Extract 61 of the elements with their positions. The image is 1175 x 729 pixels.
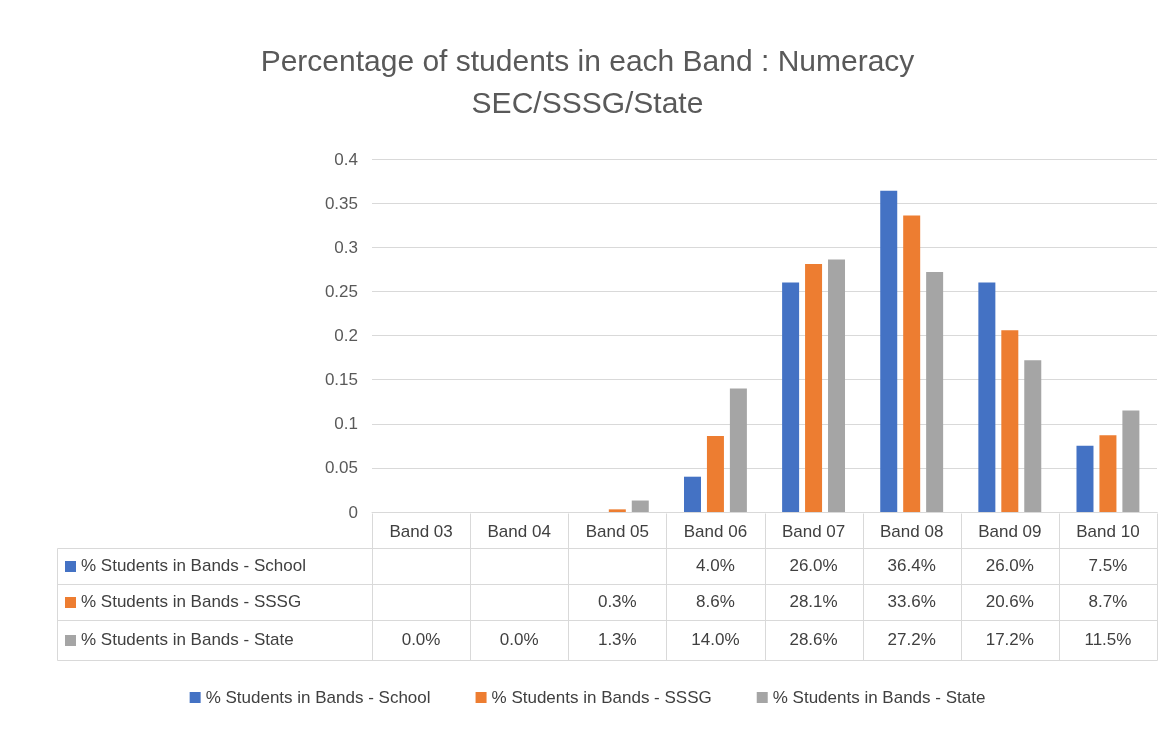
y-tick-label: 0.15 bbox=[324, 370, 358, 390]
bar bbox=[1099, 435, 1117, 512]
data-label: 27.2% bbox=[887, 630, 936, 650]
bar bbox=[608, 509, 626, 512]
bar bbox=[880, 190, 898, 512]
bar bbox=[683, 476, 701, 512]
data-label: 20.6% bbox=[985, 592, 1034, 612]
x-tick-label: Band 07 bbox=[781, 522, 846, 541]
bar bbox=[729, 388, 747, 512]
data-label: 4.0% bbox=[696, 556, 735, 576]
x-tick-label: Band 08 bbox=[880, 522, 944, 541]
x-tick-label: Band 09 bbox=[978, 522, 1042, 541]
x-tick-label: Band 10 bbox=[1076, 522, 1140, 541]
data-label: 0.0% bbox=[499, 630, 539, 650]
data-label: 36.4% bbox=[887, 556, 936, 576]
bar bbox=[1076, 445, 1094, 512]
chart-subtitle: SEC/SSSG/State bbox=[471, 85, 704, 119]
x-tick-label: Band 06 bbox=[683, 522, 748, 541]
data-label: 7.5% bbox=[1088, 556, 1128, 576]
text: % Students in Bands - SSSG bbox=[81, 592, 302, 611]
y-tick-label: 0.25 bbox=[324, 281, 358, 301]
legend-label: % Students in Bands - SSSG bbox=[491, 688, 712, 707]
data-label: 26.0% bbox=[789, 556, 838, 576]
bar bbox=[1122, 410, 1140, 512]
bar bbox=[978, 282, 996, 512]
data-label: 33.6% bbox=[887, 592, 936, 612]
y-tick-label: 0.3 bbox=[334, 237, 358, 257]
data-label: 28.1% bbox=[789, 592, 838, 612]
data-label: 1.3% bbox=[597, 630, 637, 650]
y-tick-label: 0.35 bbox=[324, 193, 358, 213]
y-tick-label: 0.1 bbox=[334, 414, 358, 434]
data-label: 17.2% bbox=[985, 630, 1034, 650]
x-tick-label: Band 03 bbox=[389, 522, 453, 541]
legend-label: % Students in Bands - School bbox=[205, 688, 431, 707]
bar bbox=[631, 500, 649, 512]
data-label: 14.0% bbox=[691, 630, 740, 650]
bar bbox=[828, 259, 846, 512]
bar bbox=[782, 282, 800, 512]
y-tick-label: 0.4 bbox=[334, 149, 358, 169]
chart-title: Percentage of students in each Band : Numeracy bbox=[260, 43, 915, 77]
data-label: 8.7% bbox=[1088, 592, 1128, 612]
data-label: 8.6% bbox=[696, 592, 735, 612]
data-label: 0.3% bbox=[597, 592, 637, 612]
bar bbox=[1001, 330, 1019, 512]
text: % Students in Bands - State bbox=[81, 630, 294, 649]
data-label: 26.0% bbox=[985, 556, 1034, 576]
bar bbox=[805, 264, 823, 512]
bar bbox=[903, 215, 921, 512]
bar bbox=[1024, 360, 1042, 512]
data-label: 11.5% bbox=[1084, 630, 1132, 650]
y-tick-label: 0 bbox=[348, 502, 358, 522]
y-tick-label: 0.05 bbox=[324, 458, 358, 478]
x-tick-label: Band 05 bbox=[585, 522, 649, 541]
data-label: 0.0% bbox=[401, 630, 441, 650]
y-tick-label: 0.2 bbox=[334, 326, 358, 345]
legend-label: % Students in Bands - State bbox=[772, 688, 986, 707]
bar bbox=[706, 436, 724, 512]
text: % Students in Bands - School bbox=[81, 556, 306, 575]
x-tick-label: Band 04 bbox=[487, 522, 551, 541]
data-label: 28.6% bbox=[789, 630, 838, 650]
bar bbox=[926, 271, 944, 512]
